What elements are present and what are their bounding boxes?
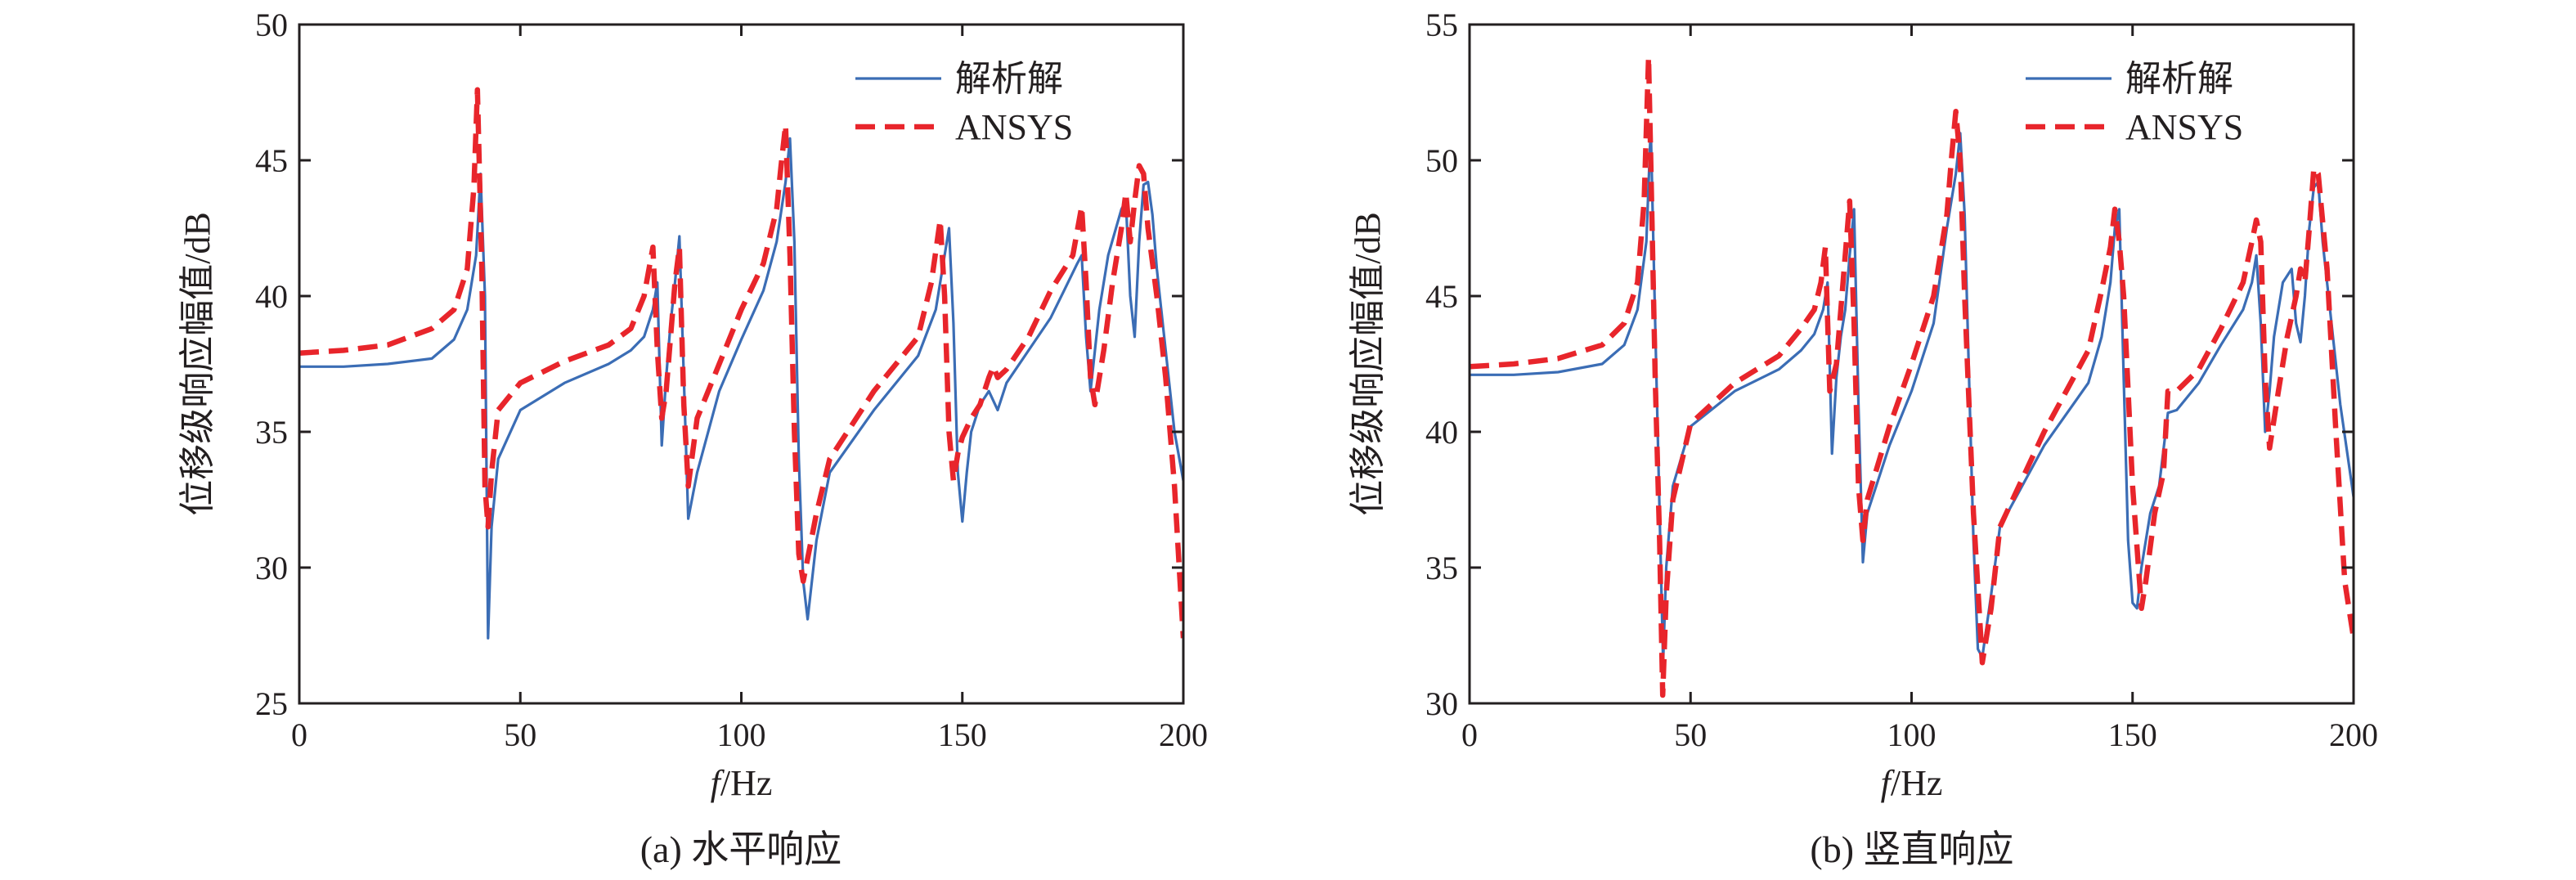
y-tick-label: 50 bbox=[255, 7, 288, 43]
y-tick-label: 40 bbox=[255, 278, 288, 315]
y-tick-label: 45 bbox=[1425, 278, 1458, 315]
y-tick-label: 25 bbox=[255, 685, 288, 722]
x-axis-label: f/Hz bbox=[1881, 763, 1943, 803]
y-tick-label: 35 bbox=[1425, 550, 1458, 586]
x-tick-label: 0 bbox=[1461, 716, 1478, 753]
y-tick-label: 45 bbox=[255, 142, 288, 179]
y-axis-label: 位移级响应幅值/dB bbox=[177, 212, 218, 516]
legend-label: 解析解 bbox=[2125, 59, 2233, 99]
y-tick-label: 50 bbox=[1425, 142, 1458, 179]
y-tick-label: 35 bbox=[255, 414, 288, 451]
x-tick-label: 100 bbox=[1887, 716, 1936, 753]
y-tick-label: 55 bbox=[1425, 7, 1458, 43]
x-tick-label: 200 bbox=[2329, 716, 2378, 753]
panel-caption: (b) 竖直响应 bbox=[1810, 828, 2013, 870]
legend-label: ANSYS bbox=[2125, 107, 2243, 147]
x-tick-label: 50 bbox=[1674, 716, 1707, 753]
chart-panel-1: 0 50 100 150 200 30 35 40 45 50 55 f/Hz 位移级响应幅值/dB (b… bbox=[1348, 7, 2378, 870]
series-line-ansys bbox=[299, 87, 1183, 639]
x-tick-label: 50 bbox=[504, 716, 536, 753]
x-tick-label: 200 bbox=[1159, 716, 1208, 753]
x-tick-label: 100 bbox=[717, 716, 766, 753]
y-tick-label: 30 bbox=[1425, 685, 1458, 722]
x-axis-label: f/Hz bbox=[711, 763, 773, 803]
series-line-ansys bbox=[1470, 54, 2354, 698]
panel-caption: (a) 水平响应 bbox=[640, 828, 842, 870]
x-tick-label: 0 bbox=[291, 716, 307, 753]
y-tick-label: 30 bbox=[255, 550, 288, 586]
y-tick-label: 40 bbox=[1425, 414, 1458, 451]
y-axis-label: 位移级响应幅值/dB bbox=[1348, 212, 1388, 516]
x-tick-label: 150 bbox=[2108, 716, 2157, 753]
legend-label: 解析解 bbox=[955, 59, 1063, 99]
chart-panel-0: 0 50 100 150 200 25 30 35 40 45 50 f/Hz 位移级响应幅值/dB (a… bbox=[177, 7, 1208, 870]
series-line-analytical bbox=[299, 137, 1183, 640]
series-line-analytical bbox=[1470, 126, 2354, 664]
legend-label: ANSYS bbox=[955, 107, 1073, 147]
x-tick-label: 150 bbox=[938, 716, 987, 753]
